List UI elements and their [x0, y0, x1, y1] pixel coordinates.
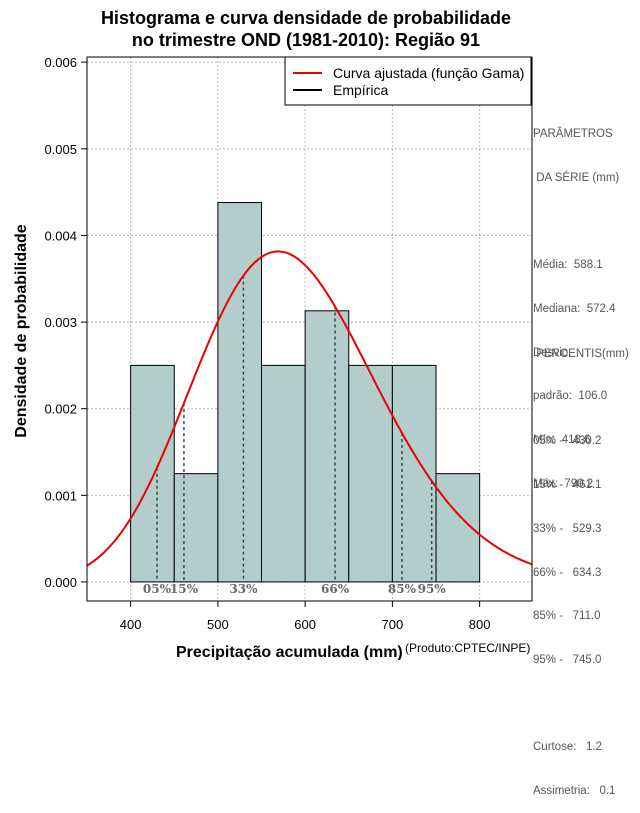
spacer: [533, 697, 638, 711]
percentile-label: 33%: [229, 582, 258, 596]
params-heading-2: DA SÉRIE (mm): [533, 171, 620, 184]
y-tick-label: 0.006: [44, 55, 77, 70]
percentile-label: 85%: [388, 582, 417, 596]
chart-title: Histograma e curva densidade de probabil…: [101, 8, 511, 28]
x-tick-label: 800: [469, 617, 491, 632]
series-parameters-panel: PARÂMETROS DA SÉRIE (mm) Média: 588.1 Me…: [533, 98, 638, 506]
mean-value: Média: 588.1: [533, 258, 603, 271]
histogram-bar: [261, 364, 306, 583]
percentile-label: 95%: [418, 582, 447, 596]
percentile-label: 05%: [143, 582, 172, 596]
histogram-bar: [130, 364, 175, 583]
percentile-85: 85% - 711.0: [533, 610, 601, 623]
histogram-bar: [391, 364, 437, 583]
stddev-value: padrão: 106.0: [533, 390, 608, 403]
percentile-05: 05% - 430.2: [533, 435, 602, 448]
max-value: Máx: 790.2: [533, 477, 594, 490]
x-tick-label: 400: [120, 617, 142, 632]
y-tick-label: 0.003: [44, 315, 77, 330]
y-tick-label: 0.000: [44, 575, 77, 590]
spacer: [533, 391, 638, 405]
x-axis-title: Precipitação acumulada (mm): [176, 644, 403, 660]
percentile-66: 66% - 634.3: [533, 566, 602, 579]
kurtosis-value: Curtose: 1.2: [533, 741, 603, 754]
legend: Curva ajustada (função Gama) Empírica: [284, 56, 532, 106]
y-tick-label: 0.001: [44, 488, 77, 503]
percentile-33: 33% - 529.3: [533, 522, 602, 535]
y-tick-label: 0.004: [44, 228, 77, 243]
percentile-label: 66%: [321, 582, 350, 596]
fitted-gamma-curve: [86, 250, 533, 567]
chart-subtitle: no trimestre OND (1981-2010): Região 91: [132, 30, 480, 50]
legend-empirical-label: Empírica: [333, 82, 388, 98]
legend-box: [284, 56, 532, 106]
fitted-curve-layer: [86, 250, 533, 567]
stddev-label: Desvio: [533, 346, 569, 359]
percentiles-panel: PERCENTIS(mm) 05% - 430.2 15% - 461.1 33…: [533, 318, 638, 813]
y-tick-label: 0.002: [44, 402, 77, 417]
percentiles-heading: PERCENTIS(mm): [533, 348, 629, 361]
median-value: Mediana: 572.4: [533, 302, 616, 315]
percentile-15: 15% - 461.1: [533, 478, 602, 491]
percentile-95: 95% - 745.0: [533, 654, 602, 667]
y-tick-label: 0.005: [44, 142, 77, 157]
histogram-bars: [130, 202, 481, 583]
axis-ticks: 400 500 600 700 800 0.000 0.001 0.002 0.003 0.004…: [44, 55, 490, 632]
histogram-bar: [173, 473, 219, 583]
x-tick-label: 700: [382, 617, 404, 632]
x-tick-label: 500: [207, 617, 229, 632]
x-tick-label: 600: [294, 617, 316, 632]
spacer: [533, 215, 638, 229]
percentile-label: 15%: [170, 582, 199, 596]
credit-text: (Produto:CPTEC/INPE): [405, 641, 530, 655]
params-heading-1: PARÂMETROS: [533, 128, 613, 141]
min-value: Mín: 418.6: [533, 434, 591, 447]
skewness-value: Assimetria: 0.1: [533, 784, 616, 797]
histogram-bar: [217, 202, 263, 583]
histogram-bar: [304, 310, 350, 583]
y-axis-title: Densidade de probabilidade: [13, 224, 30, 437]
percentile-lines: 05%15% 33% 66% 85% 95%: [143, 275, 447, 596]
legend-curve-label: Curva ajustada (função Gama): [333, 65, 524, 81]
histogram-chart: Histograma e curva densidade de probabil…: [13, 8, 533, 660]
histogram-bar: [348, 364, 393, 583]
